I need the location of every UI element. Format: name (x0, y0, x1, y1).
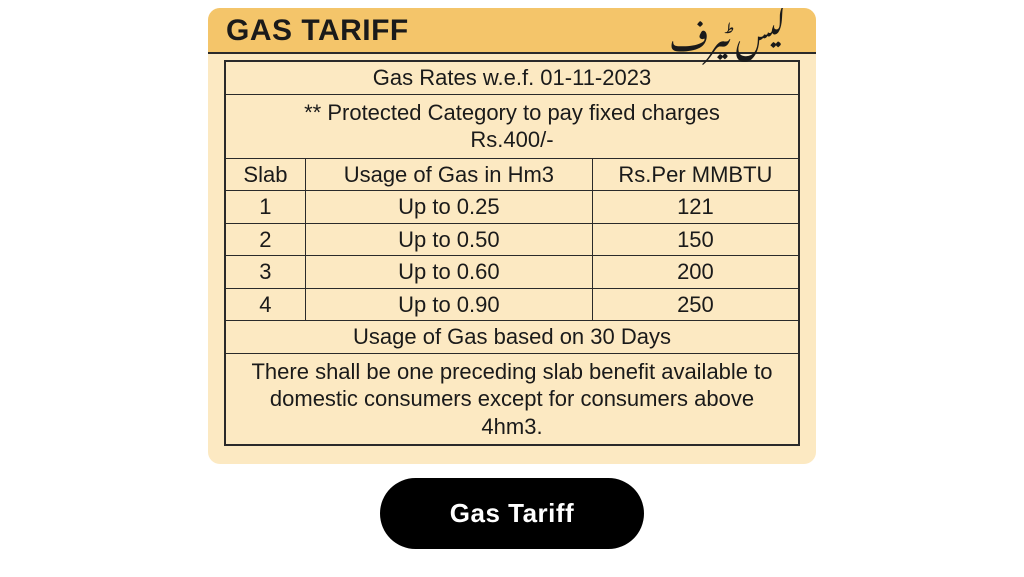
cell-usage: Up to 0.90 (305, 288, 592, 321)
table-row: 1 Up to 0.25 121 (225, 191, 799, 224)
tariff-table: Gas Rates w.e.f. 01-11-2023 ** Protected… (224, 60, 800, 446)
table-row: 4 Up to 0.90 250 (225, 288, 799, 321)
table-row: 2 Up to 0.50 150 (225, 223, 799, 256)
cell-rate: 200 (592, 256, 799, 289)
gas-tariff-button[interactable]: Gas Tariff (380, 478, 644, 549)
cell-rate: 121 (592, 191, 799, 224)
footer1-row: Usage of Gas based on 30 Days (225, 321, 799, 354)
card-header: GAS TARIFF گیس ٹیرف (208, 8, 816, 54)
cell-rate: 150 (592, 223, 799, 256)
footer2-row: There shall be one preceding slab benefi… (225, 353, 799, 445)
header-row: Slab Usage of Gas in Hm3 Rs.Per MMBTU (225, 158, 799, 191)
title-urdu: گیس ٹیرف (670, 15, 798, 47)
title-english: GAS TARIFF (226, 14, 409, 48)
cell-slab: 2 (225, 223, 305, 256)
protected-line1: ** Protected Category to pay fixed charg… (304, 100, 720, 125)
protected-note: ** Protected Category to pay fixed charg… (225, 94, 799, 158)
cell-slab: 3 (225, 256, 305, 289)
col-header-rate: Rs.Per MMBTU (592, 158, 799, 191)
cell-usage: Up to 0.50 (305, 223, 592, 256)
usage-basis: Usage of Gas based on 30 Days (225, 321, 799, 354)
protected-row: ** Protected Category to pay fixed charg… (225, 94, 799, 158)
col-header-slab: Slab (225, 158, 305, 191)
tariff-card: GAS TARIFF گیس ٹیرف Gas Rates w.e.f. 01-… (208, 8, 816, 464)
protected-line2: Rs.400/- (470, 127, 553, 152)
cell-rate: 250 (592, 288, 799, 321)
col-header-usage: Usage of Gas in Hm3 (305, 158, 592, 191)
slab-benefit-note: There shall be one preceding slab benefi… (225, 353, 799, 445)
cell-slab: 1 (225, 191, 305, 224)
cell-slab: 4 (225, 288, 305, 321)
cell-usage: Up to 0.25 (305, 191, 592, 224)
table-wrap: Gas Rates w.e.f. 01-11-2023 ** Protected… (208, 54, 816, 464)
cell-usage: Up to 0.60 (305, 256, 592, 289)
table-row: 3 Up to 0.60 200 (225, 256, 799, 289)
